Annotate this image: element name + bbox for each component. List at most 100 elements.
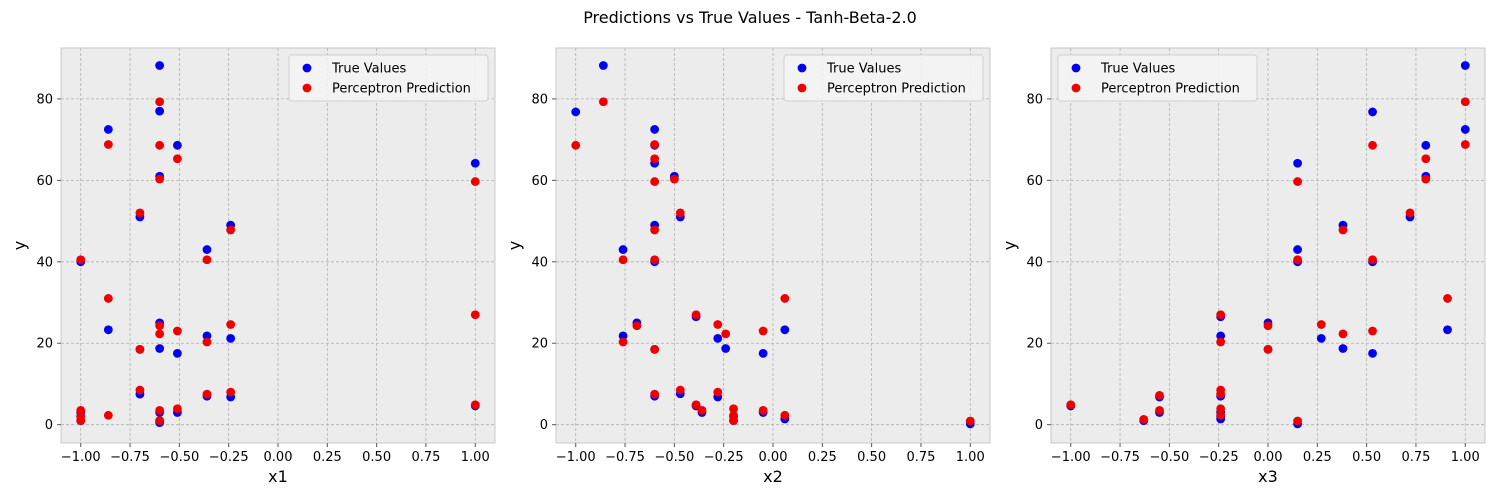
chart-x3: −1.00 −0.75 −0.50 −0.25 0.00 0.25 0.50 0.75 1.00… <box>1000 47 1486 486</box>
true-value-point <box>202 245 212 254</box>
legend-marker <box>302 63 312 73</box>
prediction-point <box>618 255 628 265</box>
prediction-point <box>675 385 685 395</box>
prediction-point <box>713 387 723 397</box>
prediction-point <box>1066 400 1076 410</box>
true-value-point <box>1460 125 1470 134</box>
prediction-point <box>103 294 113 303</box>
x-tick-label: 0.75 <box>906 450 935 465</box>
prediction-point <box>618 337 628 347</box>
prediction-point <box>675 208 685 218</box>
prediction-point <box>1421 174 1431 184</box>
prediction-point <box>155 406 165 415</box>
prediction-point <box>155 97 165 107</box>
true-value-point <box>1216 331 1226 341</box>
y-tick-label: 0 <box>540 418 548 433</box>
true-value-point <box>1338 344 1348 353</box>
prediction-point <box>1216 410 1226 420</box>
x-tick-label: −0.50 <box>654 450 694 465</box>
true-value-point <box>780 325 790 335</box>
true-value-point <box>618 331 628 341</box>
prediction-point <box>1263 321 1273 331</box>
prediction-point <box>650 389 660 399</box>
y-axis-label: y <box>1000 241 1019 250</box>
prediction-point <box>1460 140 1470 149</box>
x-tick-label: −0.50 <box>1149 450 1189 465</box>
prediction-point <box>1139 414 1149 424</box>
prediction-point <box>729 404 738 414</box>
true-value-point <box>1443 325 1452 335</box>
prediction-point <box>650 255 660 265</box>
legend-label: True Values <box>826 62 901 77</box>
true-value-point <box>1293 158 1302 168</box>
prediction-point <box>1338 329 1348 339</box>
x-tick-label: −1.00 <box>1051 450 1091 465</box>
true-value-point <box>1293 245 1302 254</box>
x-tick-label: 0.50 <box>1352 450 1381 465</box>
legend-marker <box>1071 63 1081 73</box>
prediction-point <box>780 410 790 420</box>
x-tick-label: 1.00 <box>461 450 490 465</box>
true-value-point <box>103 125 113 134</box>
prediction-point <box>598 97 608 107</box>
prediction-point <box>1421 154 1431 164</box>
prediction-point <box>1216 389 1226 399</box>
prediction-point <box>1368 255 1377 265</box>
prediction-point <box>470 400 480 410</box>
true-value-point <box>470 158 480 168</box>
prediction-point <box>650 225 660 235</box>
prediction-point <box>713 320 723 329</box>
legend: True Values Perceptron Prediction <box>783 54 984 102</box>
true-value-point <box>1368 107 1377 117</box>
prediction-point <box>697 406 707 415</box>
x-tick-label: 0.25 <box>313 450 342 465</box>
y-tick-label: 0 <box>45 418 53 433</box>
x-tick-label: −0.50 <box>159 450 199 465</box>
prediction-point <box>1293 177 1302 186</box>
legend-label: Perceptron Prediction <box>827 82 966 97</box>
x-tick-label: 1.00 <box>1451 450 1480 465</box>
figure-title: Predictions vs True Values - Tanh-Beta-2… <box>583 8 917 27</box>
true-value-point <box>155 61 165 70</box>
prediction-point <box>650 140 660 149</box>
prediction-point <box>226 320 236 329</box>
legend-marker <box>302 83 312 93</box>
x-tick-label: −1.00 <box>61 450 101 465</box>
prediction-point <box>571 140 581 150</box>
true-value-point <box>650 125 660 134</box>
legend-box <box>783 54 984 102</box>
y-tick-label: 80 <box>36 92 53 107</box>
legend-label: Perceptron Prediction <box>1101 82 1240 97</box>
prediction-point <box>965 416 975 426</box>
prediction-point <box>758 326 768 336</box>
x-tick-label: −0.25 <box>704 450 744 465</box>
true-value-point <box>172 140 182 150</box>
x-tick-label: 0.00 <box>759 450 788 465</box>
prediction-point <box>155 416 165 426</box>
prediction-point <box>1216 337 1226 347</box>
prediction-point <box>155 321 165 331</box>
true-value-point <box>155 344 165 353</box>
x-tick-label: 0.25 <box>1303 450 1332 465</box>
true-value-point <box>1460 61 1470 70</box>
true-value-point <box>1368 349 1377 358</box>
y-tick-label: 20 <box>1026 337 1043 352</box>
true-value-point <box>1316 333 1326 343</box>
prediction-point <box>729 416 738 426</box>
prediction-point <box>172 154 182 164</box>
prediction-point <box>226 225 236 235</box>
prediction-point <box>780 294 790 303</box>
prediction-point <box>1316 320 1326 329</box>
x-tick-label: 0.75 <box>411 450 440 465</box>
legend-box <box>1057 54 1258 102</box>
y-tick-label: 80 <box>531 92 548 107</box>
x-axis-label: x2 <box>763 467 783 486</box>
prediction-point <box>76 416 86 426</box>
prediction-point <box>135 385 145 395</box>
true-value-point <box>202 331 212 341</box>
y-tick-label: 20 <box>531 337 548 352</box>
prediction-point <box>103 410 113 420</box>
prediction-point <box>669 174 679 184</box>
prediction-point <box>155 329 165 339</box>
y-tick-label: 40 <box>531 255 548 270</box>
